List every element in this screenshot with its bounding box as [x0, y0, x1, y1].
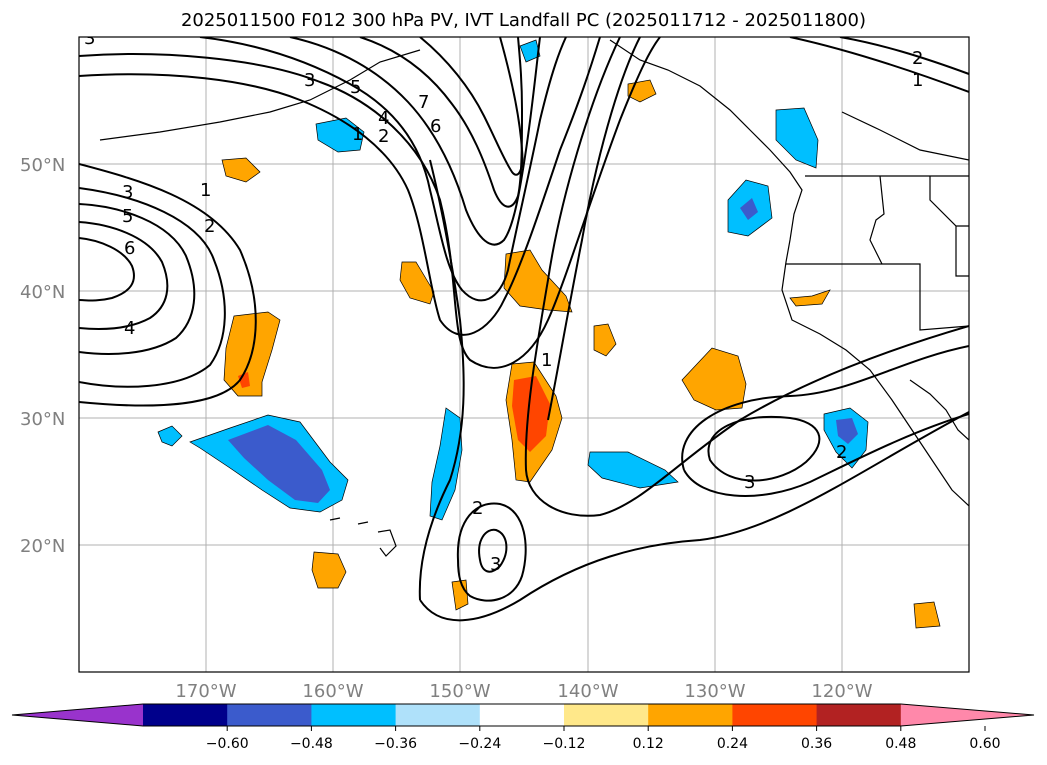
pv-label-left-4: 4 [124, 318, 135, 339]
colorbar-tick-label: −0.60 [206, 736, 249, 752]
pos-anomaly-east [681, 347, 747, 411]
pv-label-2a: 2 [378, 126, 389, 147]
neg-anomaly-mid [587, 451, 679, 489]
colorbar: −0.60 −0.48 −0.36 −0.24 −0.12 0.12 0.24 0.36 0.4… [11, 703, 1035, 752]
colorbar-extend-max [900, 704, 1034, 726]
colorbar-tick-label: −0.24 [458, 736, 501, 752]
colorbar-segment [227, 704, 312, 726]
pv-label-3b: 3 [304, 70, 315, 91]
pv-label-left-2: 2 [204, 216, 215, 237]
neg-anomaly-se-core [836, 418, 858, 444]
colorbar-tick-label: 0.12 [633, 736, 664, 752]
colorbar-tick-label: 0.36 [801, 736, 832, 752]
lon-label-160w: 160°W [302, 681, 363, 702]
pos-anomaly-hi [399, 261, 435, 305]
pv-contours [79, 37, 969, 622]
neg-anomaly-top [519, 39, 541, 63]
colorbar-segment [479, 704, 565, 726]
pos-anomaly-gulf [221, 157, 261, 183]
colorbar-segment [816, 704, 902, 726]
pv-label-4a: 4 [378, 108, 389, 129]
colorbar-segment [648, 704, 733, 726]
colorbar-extend-min [12, 704, 143, 726]
pv-label-se-2: 2 [836, 442, 847, 463]
neg-anomaly-small-w [157, 425, 183, 447]
pos-anomaly-center-core [512, 376, 550, 452]
contour-labels: 3 5 7 6 4 3 2 1 2 1 3 5 6 4 1 2 1 2 3 3 … [84, 28, 923, 575]
pv-label-1a: 1 [352, 124, 363, 145]
lon-labels: 170°W 160°W 150°W 140°W 130°W 120°W [175, 681, 872, 702]
pv-label-7: 7 [418, 92, 429, 113]
pv-label-left-1: 1 [200, 180, 211, 201]
pv-label-mid-1: 1 [541, 350, 552, 371]
pv-label-1b: 1 [912, 70, 923, 91]
pv-label-se-3: 3 [744, 472, 755, 493]
neg-anomaly-core [228, 425, 330, 503]
lon-label-150w: 150°W [429, 681, 490, 702]
coastlines [99, 39, 969, 557]
pv-label-left-5: 5 [122, 206, 133, 227]
lon-label-140w: 140°W [557, 681, 618, 702]
lon-label-130w: 130°W [684, 681, 745, 702]
colorbar-segment [311, 704, 397, 726]
colorbar-tick-label: 0.60 [969, 736, 1000, 752]
pos-anomaly-west-core [238, 372, 250, 388]
colorbar-tick-label: −0.48 [290, 736, 333, 752]
pos-anomaly-ca [789, 289, 831, 307]
colorbar-segment [732, 704, 818, 726]
lat-label-20: 20°N [20, 536, 65, 557]
pos-anomaly-far-se [913, 601, 941, 629]
neg-anomaly-bc-core [740, 198, 758, 220]
colorbar-segment [143, 704, 228, 726]
pv-label-6a: 6 [430, 116, 441, 137]
pos-anomaly-small-mid [593, 323, 617, 357]
pv-label-2b: 2 [912, 48, 923, 69]
map-title: 2025011500 F012 300 hPa PV, IVT Landfall… [180, 10, 867, 31]
lat-label-40: 40°N [20, 282, 65, 303]
colorbar-segment [564, 704, 649, 726]
lon-label-170w: 170°W [175, 681, 236, 702]
pv-label-3a: 3 [84, 28, 95, 49]
pv-label-sw-3: 3 [490, 554, 501, 575]
neg-anomaly-ne [775, 107, 819, 169]
pv-label-5a: 5 [350, 77, 361, 98]
colorbar-tick-label: 0.48 [885, 736, 916, 752]
pv-label-left-6: 6 [124, 238, 135, 259]
colorbar-segment [395, 704, 481, 726]
colorbar-tick-label: −0.36 [374, 736, 417, 752]
lat-label-50: 50°N [20, 155, 65, 176]
lat-labels: 20°N 30°N 40°N 50°N [20, 155, 65, 557]
pv-label-sw-2: 2 [472, 498, 483, 519]
lat-label-30: 30°N [20, 409, 65, 430]
pv-label-left-3: 3 [122, 182, 133, 203]
map-frame [78, 36, 970, 673]
pos-anomaly-sw [311, 551, 347, 589]
colorbar-tick-label: 0.24 [717, 736, 748, 752]
lon-label-120w: 120°W [811, 681, 872, 702]
colorbar-outline [11, 703, 1035, 727]
ivt-shading [157, 39, 941, 629]
colorbar-tick-label: −0.12 [543, 736, 586, 752]
pos-anomaly-north [503, 249, 573, 313]
